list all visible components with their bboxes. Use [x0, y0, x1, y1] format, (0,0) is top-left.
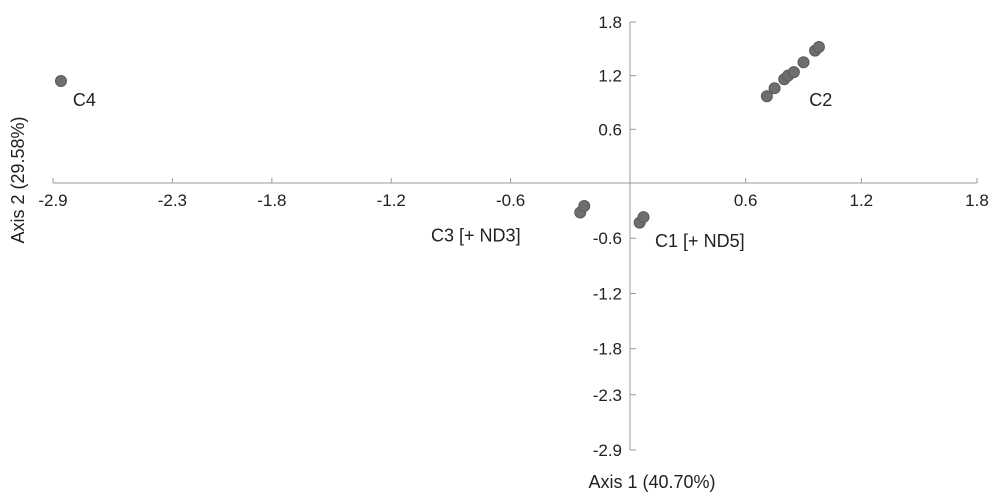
tick-marks: -2.9 -2.3 -1.8 -1.2 -0.6 0.6 1.2 1.8 1.8 1.2 0.6 -0…	[38, 13, 988, 460]
x-tick-label: -1.2	[377, 191, 406, 210]
data-point	[760, 90, 773, 103]
data-point	[54, 75, 67, 88]
x-tick-label: -2.9	[38, 191, 67, 210]
point-label: C3 [+ ND3]	[431, 225, 521, 245]
y-tick-label: -1.2	[593, 284, 622, 303]
y-tick-label: 1.2	[598, 67, 622, 86]
x-tick-label: 0.6	[734, 191, 758, 210]
point-labels: C4 C2 C3 [+ ND3] C1 [+ ND5]	[73, 90, 832, 251]
x-axis-title: Axis 1 (40.70%)	[588, 472, 715, 492]
x-tick-label: -0.6	[496, 191, 525, 210]
y-tick-label: -2.3	[593, 386, 622, 405]
x-tick-label: 1.2	[850, 191, 874, 210]
point-label: C4	[73, 90, 96, 110]
y-tick-label: -1.8	[593, 340, 622, 359]
axes	[53, 22, 977, 450]
data-point	[637, 211, 650, 224]
x-tick-label: 1.8	[965, 191, 989, 210]
y-tick-label: 1.8	[598, 13, 622, 32]
x-tick-label: -1.8	[257, 191, 286, 210]
data-point	[812, 41, 825, 54]
data-point	[768, 82, 781, 95]
data-point	[787, 66, 800, 79]
data-point	[578, 200, 591, 213]
y-tick-label: 0.6	[598, 120, 622, 139]
point-label: C2	[809, 90, 832, 110]
y-tick-label: -2.9	[593, 441, 622, 460]
data-point	[797, 56, 810, 69]
data-points	[54, 41, 825, 229]
point-label: C1 [+ ND5]	[655, 231, 745, 251]
x-tick-label: -2.3	[158, 191, 187, 210]
y-axis-title: Axis 2 (29.58%)	[8, 116, 28, 243]
y-tick-label: -0.6	[593, 229, 622, 248]
